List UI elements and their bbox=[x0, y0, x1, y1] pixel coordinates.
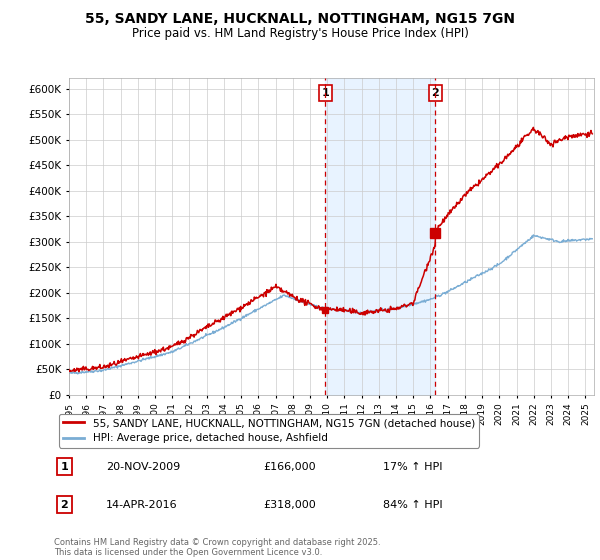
Text: 2: 2 bbox=[431, 88, 439, 98]
Text: 55, SANDY LANE, HUCKNALL, NOTTINGHAM, NG15 7GN: 55, SANDY LANE, HUCKNALL, NOTTINGHAM, NG… bbox=[85, 12, 515, 26]
Text: 1: 1 bbox=[61, 461, 68, 472]
Text: Contains HM Land Registry data © Crown copyright and database right 2025.
This d: Contains HM Land Registry data © Crown c… bbox=[54, 538, 380, 557]
Text: 17% ↑ HPI: 17% ↑ HPI bbox=[383, 461, 442, 472]
Text: 14-APR-2016: 14-APR-2016 bbox=[106, 500, 178, 510]
Text: 1: 1 bbox=[322, 88, 329, 98]
Legend: 55, SANDY LANE, HUCKNALL, NOTTINGHAM, NG15 7GN (detached house), HPI: Average pr: 55, SANDY LANE, HUCKNALL, NOTTINGHAM, NG… bbox=[59, 414, 479, 447]
Text: Price paid vs. HM Land Registry's House Price Index (HPI): Price paid vs. HM Land Registry's House … bbox=[131, 27, 469, 40]
Text: 84% ↑ HPI: 84% ↑ HPI bbox=[383, 500, 442, 510]
Text: 2: 2 bbox=[61, 500, 68, 510]
Text: £318,000: £318,000 bbox=[263, 500, 316, 510]
Text: 20-NOV-2009: 20-NOV-2009 bbox=[106, 461, 181, 472]
Text: £166,000: £166,000 bbox=[263, 461, 316, 472]
